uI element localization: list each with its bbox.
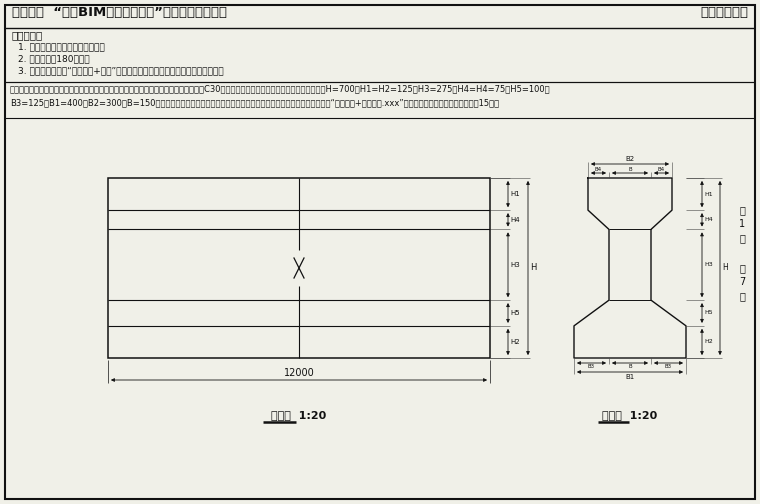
Text: 第: 第 — [739, 205, 745, 215]
Text: H4: H4 — [510, 217, 520, 223]
Text: B: B — [629, 364, 632, 369]
Text: B3: B3 — [665, 364, 672, 369]
Text: H2: H2 — [510, 339, 520, 345]
Text: B2: B2 — [625, 156, 635, 162]
Text: B3: B3 — [588, 364, 595, 369]
Text: B4: B4 — [658, 167, 665, 172]
Text: H1: H1 — [510, 191, 520, 197]
Text: 1. 考试方式：计算机操作，闭卷；: 1. 考试方式：计算机操作，闭卷； — [18, 42, 105, 51]
Text: 中国图学学会: 中国图学学会 — [700, 6, 748, 19]
Text: H5: H5 — [510, 310, 520, 316]
Text: B1: B1 — [625, 374, 635, 380]
Text: 第十二期  “全国BIM技能等级考试”二级（结构）试题: 第十二期 “全国BIM技能等级考试”二级（结构）试题 — [12, 6, 227, 19]
Text: H: H — [530, 264, 537, 273]
Text: H3: H3 — [510, 262, 520, 268]
Text: 侧视图  1:20: 侧视图 1:20 — [603, 410, 657, 420]
Text: B3=125，B1=400，B2=300，B=150，同时应对各参数进行约束，确保细部参数总和等于总体尺寸参数，请将模型以“混凝土梁+考生姓名.xxx”为文件名: B3=125，B1=400，B2=300，B=150，同时应对各参数进行约束，确… — [10, 98, 499, 107]
Text: H5: H5 — [704, 310, 713, 316]
Text: H1: H1 — [704, 192, 713, 197]
Text: 1: 1 — [739, 219, 745, 229]
Text: B4: B4 — [595, 167, 602, 172]
Text: H3: H3 — [704, 262, 713, 267]
Text: H: H — [722, 264, 728, 273]
Text: B: B — [629, 167, 632, 172]
Text: 页: 页 — [739, 233, 745, 243]
Text: 3. 新建文件夹，以“准考证号+姓名”命名，用于存放本次考试中生成的全部文件。: 3. 新建文件夹，以“准考证号+姓名”命名，用于存放本次考试中生成的全部文件。 — [18, 66, 223, 75]
Text: H2: H2 — [704, 339, 713, 344]
Text: H4: H4 — [704, 217, 713, 222]
Text: 7: 7 — [739, 277, 745, 287]
Text: 共: 共 — [739, 263, 745, 273]
Text: 正视图  1:20: 正视图 1:20 — [271, 410, 327, 420]
Text: 一、根据如下混凝土梁正视图与侧视图，建立混凝土梁构件参数化模板，混凝土强度等级C30，并如图设置相应参数名称，各参数默认值为：H=700，H1=H2=125，H: 一、根据如下混凝土梁正视图与侧视图，建立混凝土梁构件参数化模板，混凝土强度等级C… — [10, 84, 551, 93]
Bar — [108, 178, 490, 358]
Text: 页: 页 — [739, 291, 745, 301]
Text: 考试要求：: 考试要求： — [12, 30, 43, 40]
Text: 12000: 12000 — [283, 368, 315, 378]
Text: 2. 考试时间：180分钟；: 2. 考试时间：180分钟； — [18, 54, 90, 63]
